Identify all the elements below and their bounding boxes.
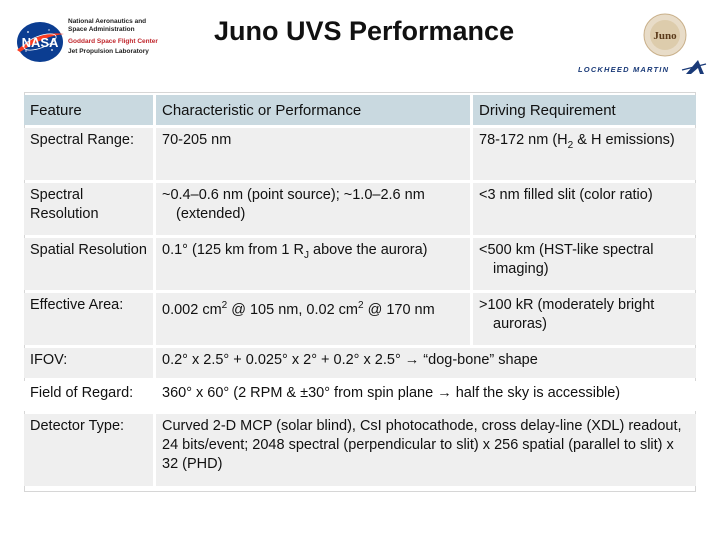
performance-cell: ~0.4–0.6 nm (point source); ~1.0–2.6 nm(…	[156, 183, 473, 235]
org-line-1: National Aeronautics and	[68, 18, 147, 25]
performance-cell: Curved 2-D MCP (solar blind), CsI photoc…	[156, 414, 696, 486]
feature-cell: IFOV:	[24, 348, 156, 378]
feature-cell: Effective Area:	[24, 293, 156, 345]
performance-cell: 360° x 60° (2 RPM & ±30° from spin plane…	[156, 381, 696, 411]
performance-cell: 0.002 cm2 @ 105 nm, 0.02 cm2 @ 170 nm	[156, 293, 473, 345]
table-row: Effective Area: 0.002 cm2 @ 105 nm, 0.02…	[24, 293, 696, 345]
juno-mission-logo: Juno	[643, 13, 687, 57]
nasa-logo: NASA	[17, 22, 64, 62]
performance-table: Feature Characteristic or Performance Dr…	[24, 92, 696, 489]
header-requirement: Driving Requirement	[473, 95, 696, 125]
lockheed-martin-logo: LOCKHEED MARTIN	[578, 60, 707, 74]
table-row: Spectral Range: 70-205 nm 78-172 nm (H2 …	[24, 128, 696, 180]
table-header-row: Feature Characteristic or Performance Dr…	[24, 95, 696, 125]
requirement-cell: 78-172 nm (H2 & H emissions)	[473, 128, 696, 180]
jpl-label: Jet Propulsion Laboratory	[68, 48, 149, 55]
header-feature: Feature	[24, 95, 156, 125]
feature-cell: Spatial Resolution	[24, 238, 156, 290]
header-performance: Characteristic or Performance	[156, 95, 473, 125]
requirement-cell: <500 km (HST-like spectral imaging)	[473, 238, 696, 290]
performance-cell: 0.2° x 2.5° + 0.025° x 2° + 0.2° x 2.5° …	[156, 348, 696, 378]
org-line-2: Space Administration	[68, 26, 135, 33]
feature-cell: Spectral Resolution	[24, 183, 156, 235]
requirement-cell: >100 kR (moderately bright auroras)	[473, 293, 696, 345]
goddard-label: Goddard Space Flight Center	[68, 38, 158, 45]
table-row: Field of Regard: 360° x 60° (2 RPM & ±30…	[24, 381, 696, 411]
performance-cell: 70-205 nm	[156, 128, 473, 180]
table-row: IFOV: 0.2° x 2.5° + 0.025° x 2° + 0.2° x…	[24, 348, 696, 378]
svg-text:NASA: NASA	[22, 35, 59, 50]
requirement-cell: <3 nm filled slit (color ratio)	[473, 183, 696, 235]
performance-cell: 0.1° (125 km from 1 RJ above the aurora)	[156, 238, 473, 290]
table-row: Detector Type: Curved 2-D MCP (solar bli…	[24, 414, 696, 486]
organization-block: National Aeronautics and Space Administr…	[68, 18, 158, 56]
feature-cell: Detector Type:	[24, 414, 156, 486]
page-title: Juno UVS Performance	[214, 16, 515, 46]
table-row: Spatial Resolution 0.1° (125 km from 1 R…	[24, 238, 696, 290]
feature-cell: Field of Regard:	[24, 381, 156, 411]
slide-header: NASA National Aeronautics and Space Admi…	[0, 0, 720, 80]
svg-text:Juno: Juno	[653, 30, 677, 42]
svg-text:LOCKHEED MARTIN: LOCKHEED MARTIN	[578, 65, 669, 74]
table-row: Spectral Resolution ~0.4–0.6 nm (point s…	[24, 183, 696, 235]
feature-cell: Spectral Range:	[24, 128, 156, 180]
